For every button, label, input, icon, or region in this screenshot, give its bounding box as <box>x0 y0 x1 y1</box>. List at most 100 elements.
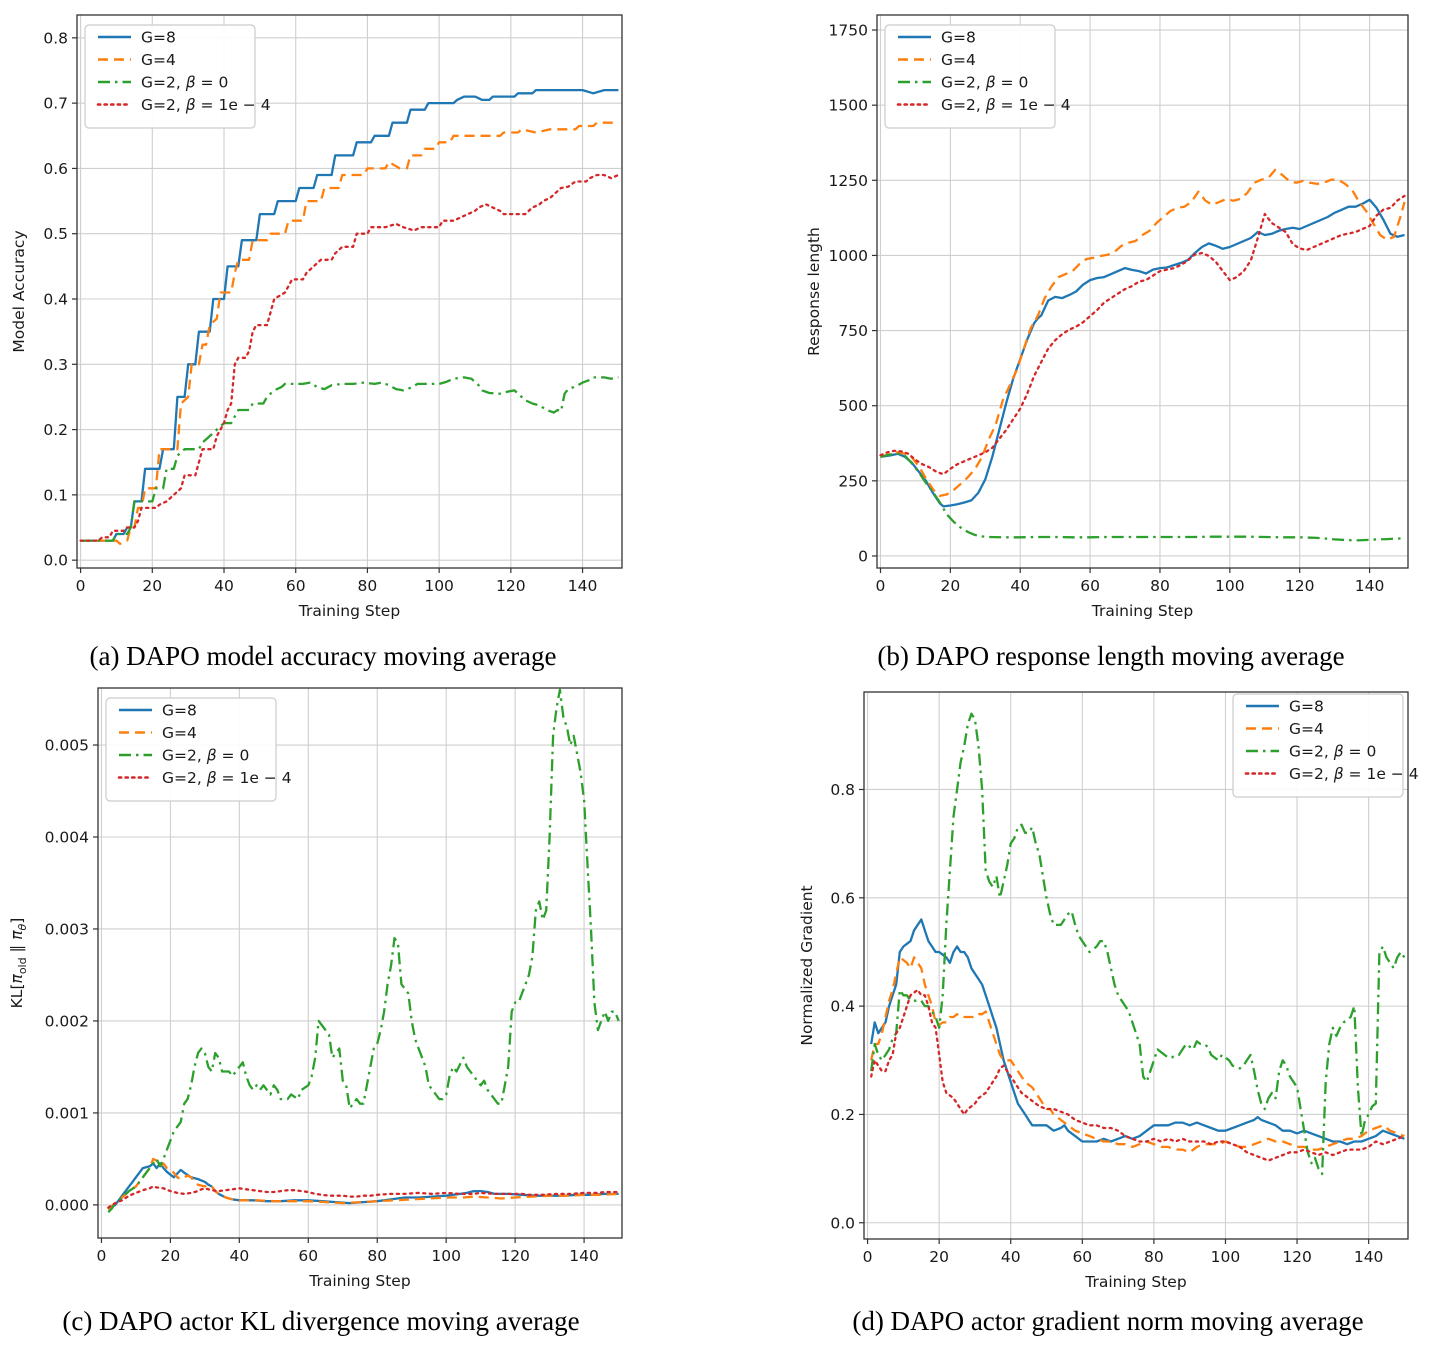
tick-label-x: 20 <box>929 1248 949 1266</box>
axes-spines <box>876 14 1409 569</box>
tick-label-y: 0 <box>858 547 868 565</box>
legend-label-3: G=2, β = 1e − 4 <box>941 96 1071 114</box>
plot-d: 0 20 40 60 80 100 120 140 0.0 0.2 0.4 0.6 0.8 Trainin… <box>798 691 1409 1291</box>
series-line-a-2 <box>80 376 619 542</box>
chart-c: 0 20 40 60 80 100 120 140 0.000 0.001 0.002 0.003 0.… <box>8 687 623 1290</box>
tick-label-x: 0 <box>863 1248 873 1266</box>
series-line-d-0 <box>870 918 1405 1146</box>
tick-label-x: 20 <box>940 577 960 595</box>
tick-label-x: 120 <box>1282 1248 1312 1266</box>
caption-b: (b) DAPO response length moving average <box>877 641 1345 671</box>
series-line-d-3 <box>870 988 1406 1162</box>
tick-label-y: 0.1 <box>43 486 68 504</box>
legend-label-0: G=8 <box>162 702 197 720</box>
tick-label-y: 0.7 <box>43 95 68 113</box>
legend: G=8 G=4 G=2, β = 0 G=2, β = 1e − 4 <box>1232 693 1419 798</box>
tick-label-x: 120 <box>496 577 526 595</box>
legend-label-0: G=8 <box>1289 698 1324 716</box>
tick-label-y: 0.001 <box>45 1104 89 1122</box>
tick-label-y: 0.004 <box>45 828 89 846</box>
tick-label-x: 140 <box>568 577 598 595</box>
tick-label-x: 80 <box>358 577 378 595</box>
x-axis-label: Training Step <box>1084 1273 1186 1291</box>
tick-label-x: 0 <box>876 577 886 595</box>
tick-label-y: 0.6 <box>43 160 68 178</box>
legend-label-0: G=8 <box>141 29 176 47</box>
series-line-b-1 <box>880 168 1406 498</box>
tick-label-x: 100 <box>431 1247 461 1265</box>
tick-label-x: 0 <box>76 577 86 595</box>
chart-d: 0 20 40 60 80 100 120 140 0.0 0.2 0.4 0.6 0.8 Trainin… <box>798 691 1419 1291</box>
series-line-a-3 <box>79 173 620 542</box>
tick-label-x: 40 <box>1010 577 1030 595</box>
legend-label-2: G=2, β = 0 <box>141 74 228 92</box>
tick-label-y: 0.8 <box>830 781 855 799</box>
series-line-b-3 <box>879 194 1406 476</box>
tick-label-x: 60 <box>1072 1248 1092 1266</box>
series-line-c-0 <box>107 1162 619 1211</box>
chart-b: 0 20 40 60 80 100 120 140 0 250 500 750 1000 1250 1500… <box>805 14 1409 620</box>
series-line-c-3 <box>107 1185 620 1209</box>
y-axis-label: Response length <box>805 227 823 356</box>
tick-label-x: 20 <box>142 577 162 595</box>
tick-label-y: 0.3 <box>43 356 68 374</box>
axes-spines <box>76 14 623 569</box>
series-line-b-2 <box>880 452 1405 542</box>
legend-box <box>105 697 277 802</box>
tick-label-y: 0.8 <box>43 29 68 47</box>
tick-label-y: 1750 <box>829 22 868 40</box>
legend-label-1: G=4 <box>162 724 197 742</box>
tick-label-y: 0.4 <box>830 998 855 1016</box>
tick-label-x: 140 <box>569 1247 599 1265</box>
tick-label-y: 0.2 <box>830 1106 855 1124</box>
caption-a: (a) DAPO model accuracy moving average <box>89 641 557 671</box>
y-axis-label: Normalized Gradient <box>798 885 816 1045</box>
tick-label-y: 750 <box>838 322 868 340</box>
legend: G=8 G=4 G=2, β = 0 G=2, β = 1e − 4 <box>884 24 1071 129</box>
legend-label-0: G=8 <box>941 29 976 47</box>
legend-label-1: G=4 <box>941 51 976 69</box>
tick-label-y: 0.5 <box>43 225 68 243</box>
tick-label-x: 120 <box>1285 577 1315 595</box>
series-line-c-2 <box>107 688 620 1214</box>
tick-label-y: 0.000 <box>45 1196 89 1214</box>
tick-label-x: 80 <box>1150 577 1170 595</box>
tick-label-x: 140 <box>1355 577 1385 595</box>
series-line-d-1 <box>870 956 1405 1154</box>
x-axis-label: Training Step <box>298 602 400 620</box>
tick-label-y: 1500 <box>829 97 868 115</box>
legend-label-2: G=2, β = 0 <box>941 74 1028 92</box>
y-axis-label: Model Accuracy <box>10 230 28 352</box>
caption-d: (d) DAPO actor gradient norm moving aver… <box>852 1306 1364 1336</box>
legend: G=8 G=4 G=2, β = 0 G=2, β = 1e − 4 <box>84 24 271 129</box>
tick-label-y: 0.003 <box>45 920 89 938</box>
tick-label-x: 40 <box>229 1247 249 1265</box>
tick-label-x: 40 <box>214 577 234 595</box>
tick-label-x: 140 <box>1354 1248 1384 1266</box>
plot-a: 0 20 40 60 80 100 120 140 0.0 0.1 0.2 0.3 0.4 0.5 0.6 0… <box>10 14 623 620</box>
tick-label-x: 60 <box>1080 577 1100 595</box>
legend-box <box>84 24 256 129</box>
tick-label-y: 0.2 <box>43 421 68 439</box>
tick-label-y: 1000 <box>829 247 868 265</box>
tick-label-y: 500 <box>838 397 868 415</box>
legend-label-1: G=4 <box>1289 720 1324 738</box>
legend-label-3: G=2, β = 1e − 4 <box>141 96 271 114</box>
plot-c: 0 20 40 60 80 100 120 140 0.000 0.001 0.002 0.003 0.… <box>8 687 623 1290</box>
tick-label-x: 120 <box>500 1247 530 1265</box>
tick-label-x: 80 <box>1144 1248 1164 1266</box>
legend-label-2: G=2, β = 0 <box>1289 743 1376 761</box>
legend-label-2: G=2, β = 0 <box>162 747 249 765</box>
tick-label-y: 0.0 <box>830 1214 855 1232</box>
tick-label-x: 60 <box>286 577 306 595</box>
series-line-a-0 <box>80 88 619 542</box>
tick-label-y: 250 <box>838 472 868 490</box>
chart-a: 0 20 40 60 80 100 120 140 0.0 0.1 0.2 0.3 0.4 0.5 0.6 0… <box>10 14 623 620</box>
tick-label-y: 0.0 <box>43 552 68 570</box>
tick-label-x: 80 <box>367 1247 387 1265</box>
tick-label-x: 0 <box>97 1247 107 1265</box>
legend-box <box>1232 693 1404 798</box>
legend: G=8 G=4 G=2, β = 0 G=2, β = 1e − 4 <box>105 697 292 802</box>
x-axis-label: Training Step <box>1091 602 1193 620</box>
